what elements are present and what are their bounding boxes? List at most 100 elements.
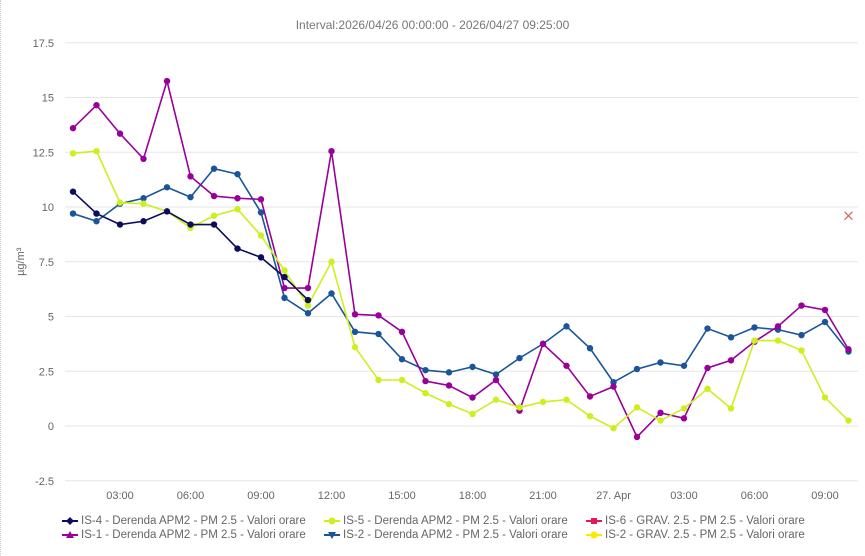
legend-label: IS-1 - Derenda APM2 - PM 2.5 - Valori or… [81,529,306,541]
data-point [469,410,476,418]
legend-item[interactable]: IS-6 - GRAV. 2.5 - PM 2.5 - Valori orare [586,515,848,527]
data-point [727,405,735,412]
data-point [281,294,288,302]
data-point [539,340,547,348]
data-point [140,218,147,225]
x-tick-label: 12:00 [318,490,346,502]
legend-symbol-icon [324,532,340,539]
data-point [210,221,218,228]
x-tick-label: 06:00 [177,490,205,502]
data-point [304,310,312,317]
y-tick-label: 2.5 [39,366,54,378]
data-point [93,218,100,225]
data-point [140,195,147,202]
legend-label: IS-6 - GRAV. 2.5 - PM 2.5 - Valori orare [605,515,805,527]
data-point [375,312,382,319]
data-point [586,345,594,352]
legend-label: IS-2 - GRAV. 2.5 - PM 2.5 - Valori orare [605,529,805,541]
x-tick-label: 18:00 [459,490,487,502]
series-line [72,78,850,439]
legend-label: IS-2 - Derenda APM2 - PM 2.5 - Valori or… [343,529,568,541]
data-point [657,417,664,424]
data-point [774,337,782,344]
data-point [187,173,194,180]
data-point [398,328,406,336]
data-point [633,404,641,411]
data-point [257,232,265,239]
x-marker-stroke [844,211,853,221]
y-tick-label: 0 [48,421,54,433]
data-point [657,409,664,417]
data-point [422,377,429,385]
data-point [351,328,359,336]
left-edge-divider [0,0,2,556]
data-point [422,366,429,374]
data-point [257,196,265,203]
y-tick-label: -2.5 [35,476,54,488]
legend-label: IS-4 - Derenda APM2 - PM 2.5 - Valori or… [81,515,306,527]
data-point [445,369,453,376]
data-point [469,363,476,371]
data-point [798,347,805,354]
data-point [69,150,77,157]
legend-symbol-icon [586,531,602,539]
data-point [93,101,100,109]
series-1 [69,147,852,432]
data-point [304,284,312,292]
data-point [445,400,453,408]
data-point [187,193,194,201]
data-point [187,221,194,228]
line-chart: 17.5 15 12.5 10 7.5 5 2.5 0 -2.5 µg/m³ 03:00 06:00 0… [15,38,858,502]
legend-symbol-icon [62,517,78,525]
data-point [257,254,265,261]
data-point [234,170,241,178]
chart-title: Interval:2026/04/26 00:00:00 - 2026/04/2… [295,18,570,32]
data-point [375,330,382,338]
data-point [116,199,124,206]
data-point [140,200,147,207]
data-point [704,364,711,372]
x-tick-label: 03:00 [106,490,134,502]
data-point [704,325,711,332]
data-point [469,394,476,401]
data-point [116,130,124,137]
data-point [704,385,711,392]
legend-item[interactable]: IS-1 - Derenda APM2 - PM 2.5 - Valori or… [62,529,324,541]
y-tick-label: 10 [42,202,54,214]
legend-symbol-icon [586,518,602,524]
series-4 [69,165,852,386]
data-point [116,221,124,228]
data-point [210,192,218,200]
legend-item[interactable]: IS-5 - Derenda APM2 - PM 2.5 - Valori or… [324,515,586,527]
data-point [492,371,500,378]
data-point [563,396,570,403]
data-point [210,212,218,219]
data-point [751,337,758,344]
data-point [845,417,852,424]
data-point [210,165,218,172]
data-point [328,290,335,297]
legend-item[interactable]: IS-2 - GRAV. 2.5 - PM 2.5 - Valori orare [586,529,848,541]
data-point [680,362,688,369]
data-point [727,357,735,364]
data-point [93,147,100,155]
data-point [680,415,688,422]
series-3 [69,77,852,441]
data-point [281,284,288,292]
data-point [163,184,171,191]
data-point [610,379,617,386]
data-point [845,346,852,353]
data-point [69,210,77,217]
legend-item[interactable]: IS-2 - Derenda APM2 - PM 2.5 - Valori or… [324,529,586,541]
data-point [610,424,617,432]
data-point [798,331,805,339]
x-tick-label: 09:00 [811,490,839,502]
legend-symbol-icon [324,517,340,525]
data-point [821,318,829,326]
y-tick-label: 7.5 [39,257,54,269]
data-point [633,433,641,441]
data-point [539,398,547,406]
data-point [398,376,406,384]
x-tick-label: 27. Apr [596,490,631,502]
legend-item[interactable]: IS-4 - Derenda APM2 - PM 2.5 - Valori or… [62,515,324,527]
